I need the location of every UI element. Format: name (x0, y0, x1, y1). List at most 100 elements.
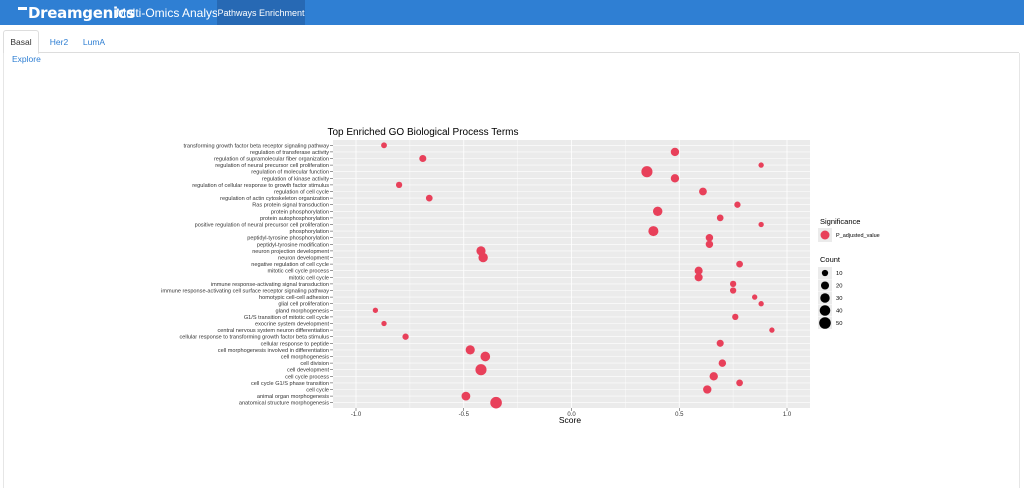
y-tick-label: regulation of transferase activity (250, 150, 329, 156)
y-tick-label: neuron projection development (252, 249, 329, 255)
y-tick-label: cell development (287, 368, 329, 374)
y-tick-label: neuron development (278, 256, 329, 262)
y-tick-label: cell cycle G1/S phase transition (251, 381, 329, 387)
y-tick-label: negative regulation of cell cycle (251, 262, 329, 268)
data-point (705, 240, 714, 249)
legend-count-dot (819, 317, 831, 329)
legend-count-dot (819, 305, 831, 316)
y-tick-label: Ras protein signal transduction (252, 203, 329, 209)
legend-count-label: 40 (836, 309, 842, 315)
data-point (381, 142, 387, 149)
x-tick-label: 1.0 (783, 412, 792, 418)
data-point (465, 345, 475, 355)
y-tick-label: regulation of neural precursor cell prol… (215, 163, 329, 169)
logo-mark-icon (18, 7, 27, 10)
y-tick-label: regulation of actin cytoskeleton organiz… (220, 196, 329, 202)
y-tick-label: gland morphogenesis (276, 308, 330, 314)
explore-link[interactable]: Explore (12, 54, 41, 64)
data-point (716, 214, 724, 222)
legend-count-label: 30 (836, 296, 842, 302)
data-point (648, 226, 659, 237)
legend-count-label: 20 (836, 284, 842, 290)
legend-count-dot (821, 269, 829, 277)
y-tick-label: cell division (300, 361, 329, 367)
data-point (670, 174, 680, 183)
tab-luma[interactable]: LumA (82, 36, 106, 47)
data-point (381, 320, 387, 327)
legend-count-label: 10 (836, 271, 842, 277)
y-tick-label: cell morphogenesis involved in different… (218, 348, 329, 354)
panel-border-right (1019, 53, 1020, 488)
data-point (419, 154, 427, 163)
y-tick-label: G1/S transition of mitotic cell cycle (244, 315, 329, 321)
y-tick-label: transforming growth factor beta receptor… (183, 143, 329, 149)
y-tick-label: homotypic cell-cell adhesion (259, 295, 329, 301)
y-tick-label: central nervous system neuron differenti… (217, 328, 329, 334)
nav-tab-pathways-enrichment[interactable]: Pathways Enrichment (217, 0, 305, 25)
data-point (758, 162, 764, 168)
y-tick-label: peptidyl-tyrosine modification (257, 242, 329, 248)
legend-count-dot (820, 293, 830, 303)
subtype-tabs: Basal Her2 LumA (3, 30, 1019, 54)
data-point (758, 221, 764, 228)
y-tick-label: protein autophosphorylation (260, 216, 329, 222)
y-tick-label: protein phosphorylation (271, 209, 329, 215)
y-tick-label: mitotic cell cycle (289, 275, 329, 281)
chart-title: Top Enriched GO Biological Process Terms (327, 127, 518, 138)
data-point (425, 194, 433, 202)
data-point (732, 313, 739, 321)
x-tick-label: -1.0 (351, 412, 362, 418)
y-tick-label: peptidyl-tyrosine phosphorylation (247, 236, 329, 242)
brand-logo[interactable]: Dreamgenics (18, 3, 135, 22)
data-point (729, 280, 737, 288)
data-point (694, 266, 703, 275)
x-tick-label: 0.0 (567, 412, 576, 418)
legend: Significance P_adjusted_value Count 10 20… (818, 217, 880, 329)
legend-significance-title: Significance (820, 217, 860, 226)
legend-count-label: 50 (836, 321, 842, 327)
y-tick-label: anatomical structure morphogenesis (239, 401, 329, 407)
data-point (395, 181, 403, 189)
y-tick-label: regulation of kinase activity (262, 176, 329, 182)
tab-basal[interactable]: Basal (3, 30, 39, 54)
y-tick-label: glial cell proliferation (278, 302, 329, 308)
data-points (372, 142, 775, 409)
data-point (372, 307, 379, 313)
data-point (475, 364, 487, 376)
data-point (699, 187, 707, 196)
y-tick-label: regulation of supramolecular fiber organ… (214, 157, 329, 163)
data-point (716, 339, 724, 347)
data-point (480, 351, 491, 362)
data-point (703, 385, 712, 394)
data-point (729, 287, 737, 294)
y-tick-label: cellular response to peptide (261, 341, 329, 347)
x-tick-label: -0.5 (459, 412, 470, 418)
legend-count-dot (820, 281, 830, 290)
data-point (709, 372, 718, 381)
data-point (769, 327, 775, 333)
data-point (461, 391, 471, 401)
data-point (736, 260, 743, 268)
x-axis-ticks: -1.0 -0.5 0.0 0.5 1.0 (351, 408, 792, 418)
tab-her2[interactable]: Her2 (49, 36, 69, 47)
data-point (718, 359, 727, 367)
legend-count-items: 10 20 30 40 50 (818, 267, 842, 329)
data-point (705, 233, 714, 242)
x-axis-label: Score (559, 415, 581, 425)
x-tick-label: 0.5 (675, 412, 684, 418)
data-point (641, 166, 653, 178)
data-point (734, 201, 741, 208)
data-point (758, 301, 764, 307)
data-point (652, 206, 663, 217)
app-title[interactable]: Multi-Omics Analysis (116, 6, 227, 20)
y-axis-labels: transforming growth factor beta receptor… (161, 143, 333, 407)
y-tick-label: immune response-activating signal transd… (211, 282, 329, 288)
y-tick-label: regulation of cell cycle (274, 190, 329, 196)
data-point (478, 252, 488, 263)
legend-significance-dot (820, 230, 830, 240)
y-tick-label: phosphorylation (290, 229, 330, 235)
y-tick-label: immune response-activating cell surface … (161, 289, 329, 295)
data-point (752, 294, 758, 300)
y-tick-label: cell morphogenesis (281, 355, 329, 361)
